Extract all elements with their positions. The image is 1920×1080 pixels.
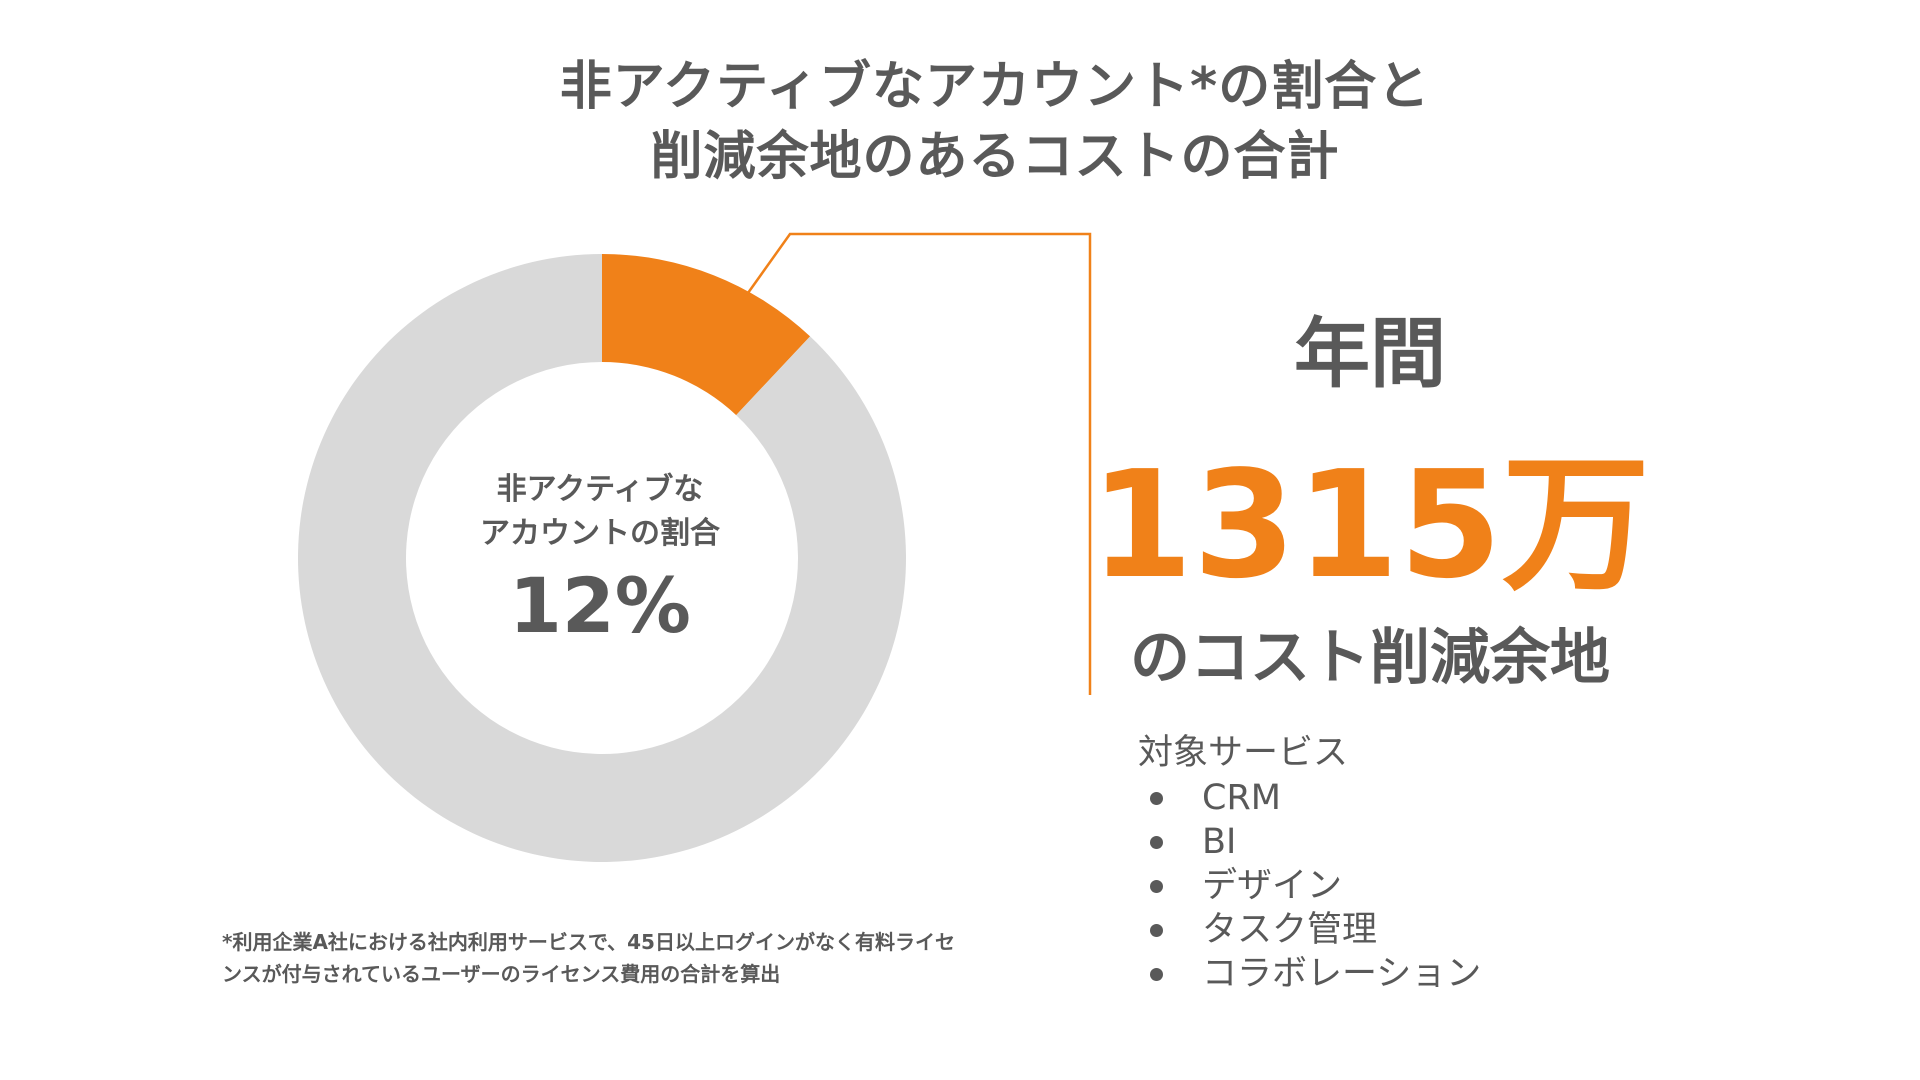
bullet-icon bbox=[1150, 880, 1163, 893]
bullet-icon bbox=[1150, 924, 1163, 937]
title-line-1: 非アクティブなアカウント*の割合と bbox=[559, 57, 1431, 117]
service-item-label: タスク管理 bbox=[1202, 910, 1378, 950]
donut-slices bbox=[297, 254, 907, 862]
service-item-label: CRM bbox=[1202, 778, 1281, 818]
bullet-icon bbox=[1150, 792, 1163, 805]
service-item: コラボレーション bbox=[1138, 952, 1481, 996]
donut-slice-inactive bbox=[602, 254, 811, 416]
service-item: BI bbox=[1138, 820, 1481, 864]
annual-label: 年間 bbox=[1294, 309, 1446, 398]
donut-center-line-2: アカウントの割合 bbox=[480, 516, 720, 551]
donut-center-label: 非アクティブな アカウントの割合 12% bbox=[440, 468, 760, 654]
service-item: タスク管理 bbox=[1138, 908, 1481, 952]
service-item: デザイン bbox=[1138, 864, 1481, 908]
service-item-label: BI bbox=[1202, 822, 1237, 862]
target-services: 対象サービス CRM BI デザイン タスク管理 コラボレーション bbox=[1138, 730, 1481, 996]
services-list: CRM BI デザイン タスク管理 コラボレーション bbox=[1138, 776, 1481, 996]
service-item: CRM bbox=[1138, 776, 1481, 820]
service-item-label: コラボレーション bbox=[1202, 954, 1482, 994]
donut-center-line-1: 非アクティブな bbox=[496, 472, 704, 507]
title-line-2: 削減余地のあるコストの合計 bbox=[650, 127, 1340, 187]
services-heading: 対象サービス bbox=[1138, 733, 1349, 773]
bullet-icon bbox=[1150, 836, 1163, 849]
service-item-label: デザイン bbox=[1202, 866, 1343, 906]
savings-suffix: のコスト削減余地 bbox=[1130, 623, 1610, 693]
footnote-line-2: ンスが付与されているユーザーのライセンス費用の合計を算出 bbox=[222, 962, 781, 986]
savings-amount: 1315万 bbox=[1090, 439, 1650, 611]
donut-slice-remainder bbox=[297, 254, 907, 862]
bullet-icon bbox=[1150, 968, 1163, 981]
footnote-line-1: *利用企業A社における社内利用サービスで、45日以上ログインがなく有料ライセ bbox=[222, 930, 955, 954]
donut-center-value: 12% bbox=[509, 561, 691, 650]
footnote: *利用企業A社における社内利用サービスで、45日以上ログインがなく有料ライセ ン… bbox=[222, 926, 1082, 990]
callout-leader-line bbox=[741, 232, 1092, 695]
page-title: 非アクティブなアカウント*の割合と 削減余地のあるコストの合計 bbox=[0, 52, 1920, 192]
